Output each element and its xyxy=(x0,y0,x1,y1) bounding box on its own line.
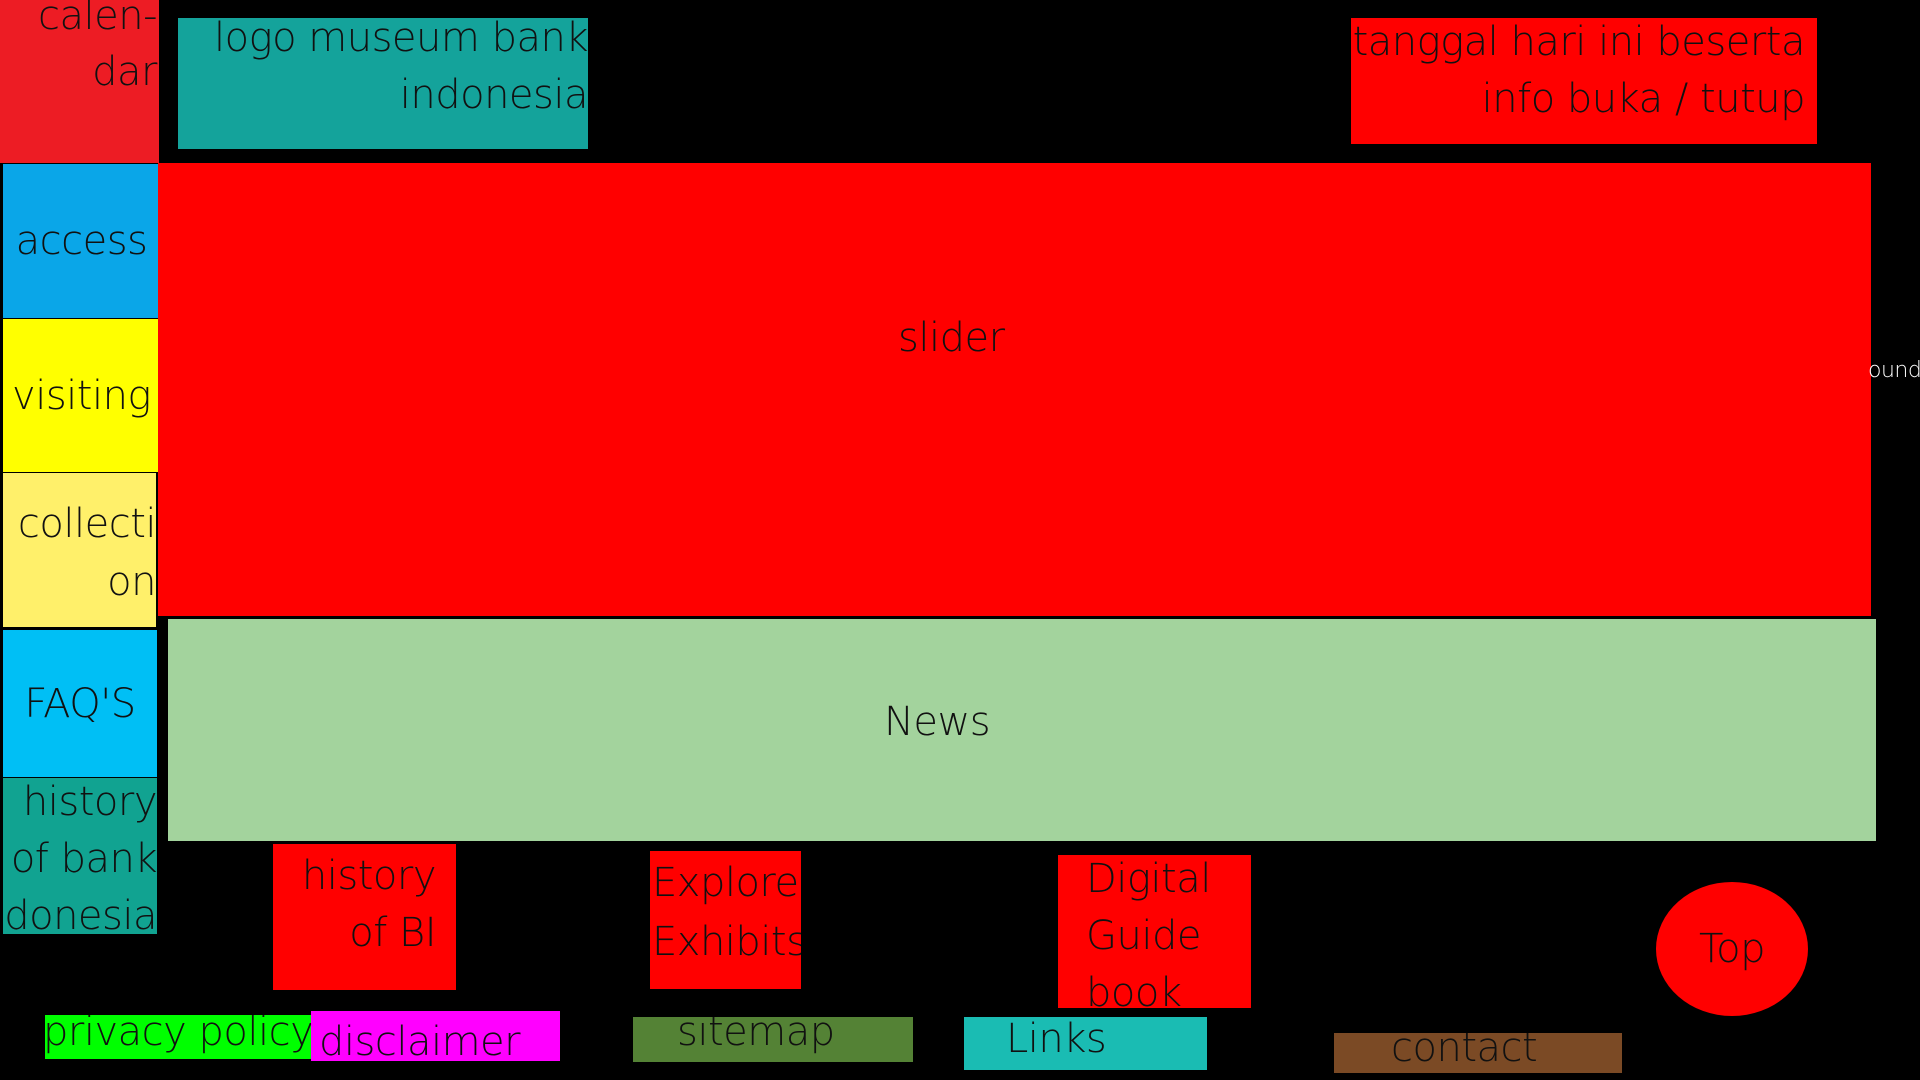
slider[interactable]: slider xyxy=(158,163,1871,616)
links-label: Links xyxy=(1006,1017,1107,1062)
side-note-text: ound xyxy=(1868,358,1920,383)
logo-museum-bank-indonesia[interactable]: logo museum bank indonesia xyxy=(178,18,588,149)
contact-label: contact xyxy=(1391,1033,1538,1071)
disclaimer-label: disclaimer xyxy=(319,1019,521,1061)
sidebar-item-label: visiting xyxy=(12,372,151,419)
sitemap-link[interactable]: sitemap xyxy=(633,1017,913,1062)
top-label: Top xyxy=(1699,926,1766,972)
news-section[interactable]: News xyxy=(168,619,1876,841)
digital-guide-book-tile[interactable]: Digital Guide book xyxy=(1058,855,1251,1008)
date-info-panel: tanggal hari ini beserta info buka / tut… xyxy=(1351,18,1817,144)
privacy-label: privacy policy xyxy=(45,1015,311,1055)
sidebar-item-collection[interactable]: collecti on xyxy=(3,473,156,627)
privacy-policy-link[interactable]: privacy policy xyxy=(45,1015,311,1059)
sidebar-item-access[interactable]: access xyxy=(3,164,160,318)
history-of-bi-tile[interactable]: history of BI xyxy=(273,844,456,990)
sidebar-item-label: history of bank donesia xyxy=(4,779,157,934)
feature-label: Digital Guide book xyxy=(1086,856,1211,1008)
feature-label: history of BI xyxy=(301,853,437,956)
sidebar-item-history-of-bank-indonesia[interactable]: history of bank donesia xyxy=(3,778,157,934)
sidebar-item-faqs[interactable]: FAQ'S xyxy=(3,630,157,777)
sitemap-label: sitemap xyxy=(677,1017,835,1055)
links-link[interactable]: Links xyxy=(964,1017,1207,1070)
date-info-label: tanggal hari ini beserta info buka / tut… xyxy=(1352,19,1806,122)
explore-exhibits-tile[interactable]: Explore Exhibits xyxy=(650,851,801,989)
logo-label: logo museum bank indonesia xyxy=(214,18,588,118)
slider-label: slider xyxy=(898,315,1005,361)
sidebar-item-label: FAQ'S xyxy=(24,680,136,727)
disclaimer-link[interactable]: disclaimer xyxy=(311,1011,560,1061)
calendar-button[interactable]: calen- dar xyxy=(0,0,159,163)
back-to-top-button[interactable]: Top xyxy=(1656,882,1808,1016)
feature-label: Explore Exhibits xyxy=(652,860,801,965)
sidebar-item-label: collecti on xyxy=(17,501,156,605)
calendar-label: calen- dar xyxy=(37,0,158,95)
sidebar-item-label: access xyxy=(15,218,148,264)
news-label: News xyxy=(884,699,991,745)
contact-link[interactable]: contact xyxy=(1334,1033,1622,1073)
sidebar-item-visiting[interactable]: visiting xyxy=(3,319,160,472)
